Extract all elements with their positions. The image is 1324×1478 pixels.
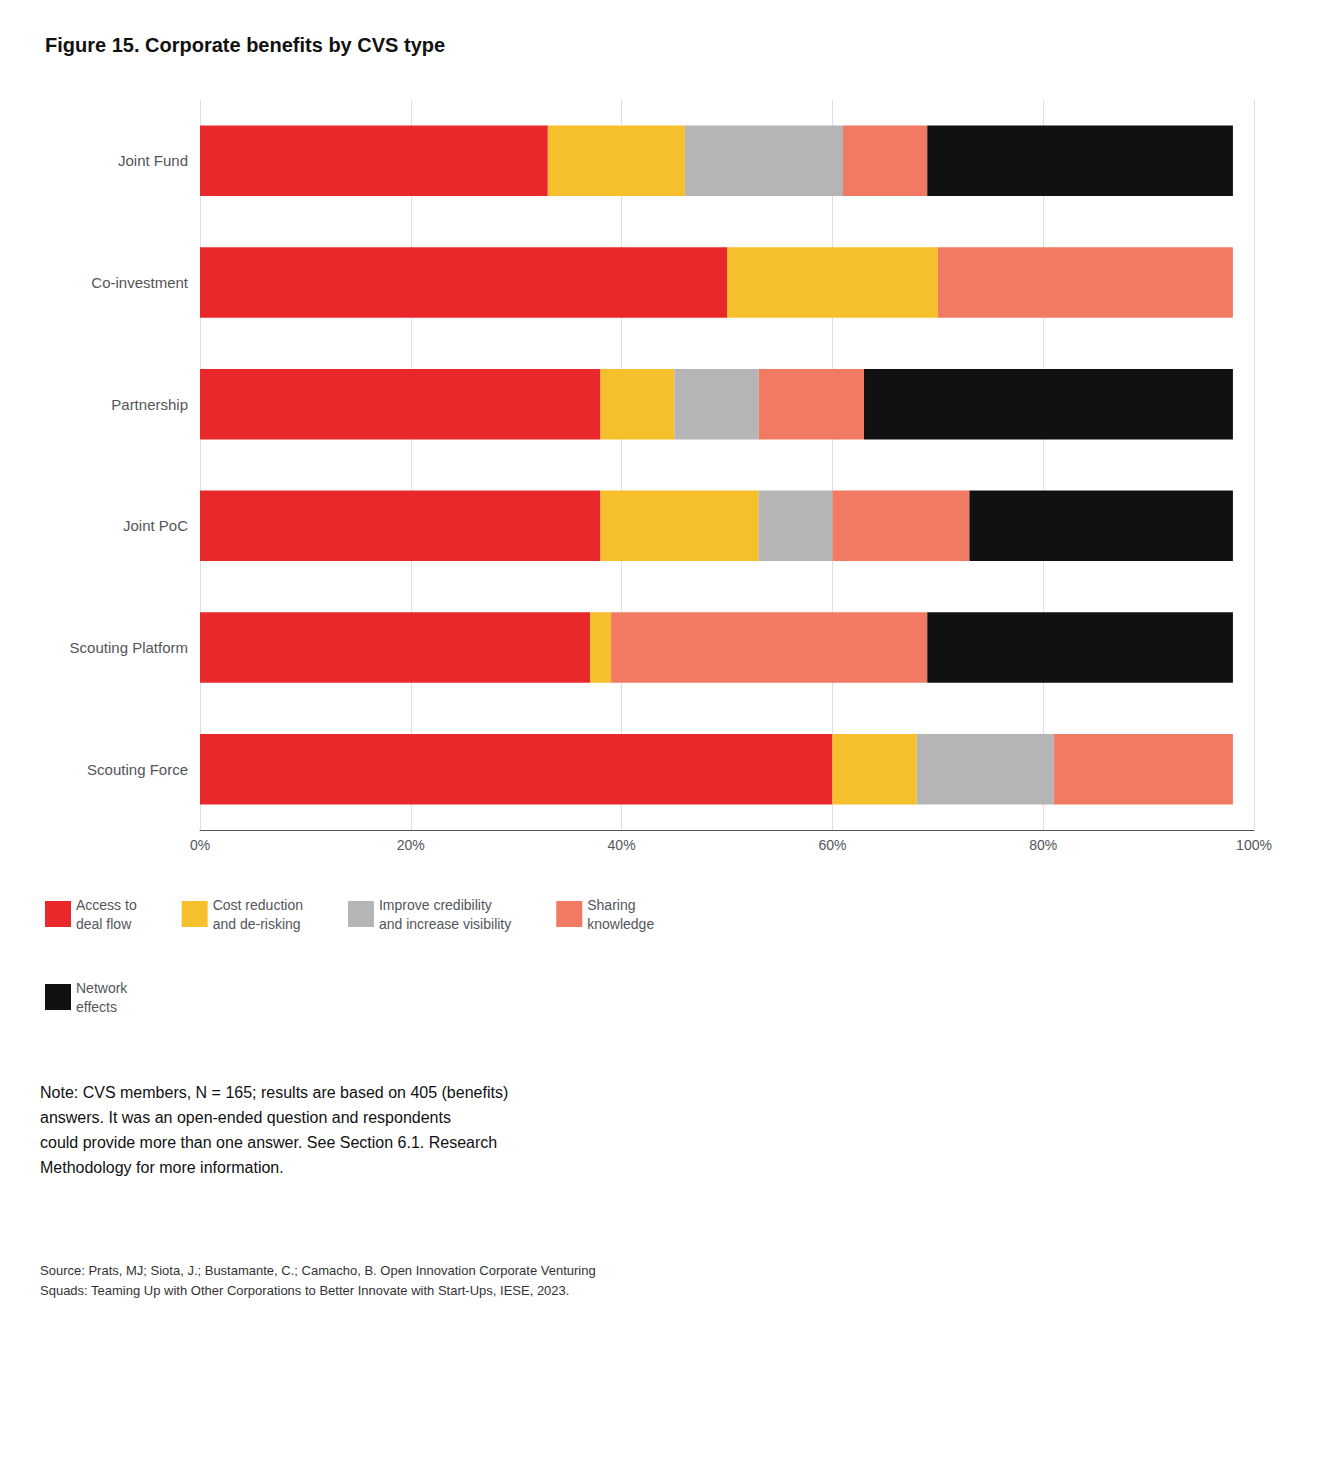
svg-text:Cost reduction: Cost reduction	[213, 897, 303, 913]
svg-text:20%: 20%	[397, 837, 425, 853]
svg-text:Scouting Platform: Scouting Platform	[70, 639, 188, 656]
svg-text:80%: 80%	[1029, 837, 1057, 853]
svg-text:Methodology for more informati: Methodology for more information.	[40, 1159, 284, 1176]
svg-text:Note: CVS members, N = 165; re: Note: CVS members, N = 165; results are …	[40, 1084, 508, 1101]
svg-text:100%: 100%	[1236, 837, 1272, 853]
svg-text:and de-risking: and de-risking	[213, 916, 301, 932]
svg-text:Squads: Teaming Up with Other: Squads: Teaming Up with Other Corporatio…	[40, 1283, 569, 1298]
svg-text:Sharing: Sharing	[587, 897, 635, 913]
svg-text:Joint Fund: Joint Fund	[118, 152, 188, 169]
svg-text:and increase visibility: and increase visibility	[379, 916, 511, 932]
svg-text:Partnership: Partnership	[111, 396, 188, 413]
svg-text:Joint PoC: Joint PoC	[123, 517, 188, 534]
svg-text:0%: 0%	[190, 837, 210, 853]
svg-text:could provide more than one an: could provide more than one answer. See …	[40, 1134, 497, 1151]
svg-text:Access to: Access to	[76, 897, 137, 913]
svg-text:Network: Network	[76, 980, 128, 996]
svg-text:40%: 40%	[608, 837, 636, 853]
svg-text:Source: Prats, MJ; Siota, J.;: Source: Prats, MJ; Siota, J.; Bustamante…	[40, 1263, 596, 1278]
svg-text:knowledge: knowledge	[587, 916, 654, 932]
svg-text:deal flow: deal flow	[76, 916, 132, 932]
svg-text:answers. It was an open-ended: answers. It was an open-ended question a…	[40, 1109, 451, 1126]
svg-text:Co-investment: Co-investment	[91, 274, 189, 291]
svg-text:Figure 15. Corporate benefits: Figure 15. Corporate benefits by CVS typ…	[45, 34, 445, 56]
svg-text:Improve credibility: Improve credibility	[379, 897, 492, 913]
svg-text:60%: 60%	[818, 837, 846, 853]
svg-text:effects: effects	[76, 999, 117, 1015]
svg-text:Scouting Force: Scouting Force	[87, 761, 188, 778]
